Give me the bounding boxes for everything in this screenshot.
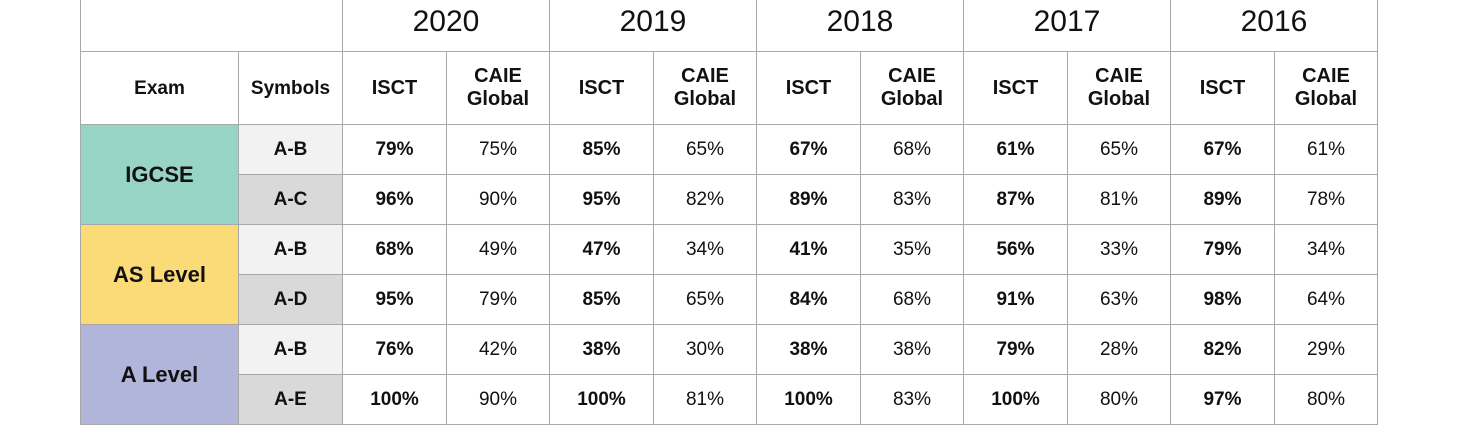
caie-value-cell: 29%	[1274, 324, 1378, 375]
year-header-2016: 2016	[1170, 0, 1378, 52]
exam-cell-igcse: IGCSE	[80, 124, 239, 225]
isct-header-2020: ISCT	[342, 51, 447, 125]
isct-value-cell: 89%	[756, 174, 861, 225]
caie-value-cell: 34%	[653, 224, 757, 275]
caie-value-cell: 61%	[1274, 124, 1378, 175]
caie-value-cell: 34%	[1274, 224, 1378, 275]
table-row: A Level A-B 76% 42% 38% 30% 38% 38% 79% 28% 82% 29%	[80, 324, 1378, 425]
isct-value-cell: 96%	[342, 174, 447, 225]
isct-header-2016: ISCT	[1170, 51, 1275, 125]
exam-column-header: Exam	[80, 51, 239, 125]
symbol-cell: A-D	[238, 274, 343, 325]
symbol-cell: A-B	[238, 124, 343, 175]
caie-value-cell: 68%	[860, 124, 964, 175]
isct-header-2017: ISCT	[963, 51, 1068, 125]
caie-header-line1: CAIE	[681, 65, 729, 87]
caie-value-cell: 28%	[1067, 324, 1171, 375]
caie-global-header-2017: CAIE Global	[1067, 51, 1171, 125]
caie-header-line2: Global	[1087, 88, 1151, 110]
caie-header-line1: CAIE	[474, 65, 522, 87]
caie-global-header-2019: CAIE Global	[653, 51, 757, 125]
caie-global-header-2018: CAIE Global	[860, 51, 964, 125]
sub-header-row: Exam Symbols ISCT CAIE Global ISCT CAIE Globa…	[80, 51, 1378, 125]
isct-value-cell: 41%	[756, 224, 861, 275]
caie-header-line1: CAIE	[888, 65, 936, 87]
isct-header-2018: ISCT	[756, 51, 861, 125]
caie-value-cell: 65%	[1067, 124, 1171, 175]
isct-value-cell: 79%	[342, 124, 447, 175]
year-header-2017: 2017	[963, 0, 1171, 52]
table-row: AS Level A-B 68% 49% 47% 34% 41% 35% 56% 33% 79% 34…	[80, 224, 1378, 325]
caie-value-cell: 33%	[1067, 224, 1171, 275]
isct-value-cell: 79%	[963, 324, 1068, 375]
isct-value-cell: 84%	[756, 274, 861, 325]
caie-value-cell: 75%	[446, 124, 550, 175]
table-row: A-D 95% 79% 85% 65% 84% 68% 91% 63% 98% 64%	[81, 274, 1378, 325]
symbol-cell: A-B	[238, 224, 343, 275]
caie-value-cell: 82%	[653, 174, 757, 225]
year-header-row: 2020 2019 2018 2017 2016	[80, 0, 1378, 52]
isct-value-cell: 76%	[342, 324, 447, 375]
caie-value-cell: 81%	[1067, 174, 1171, 225]
exam-cell-a-level: A Level	[80, 324, 239, 425]
table-body: IGCSE A-B 79% 75% 85% 65% 67% 68% 61% 65% 67% 61% A-…	[80, 124, 1378, 425]
isct-value-cell: 95%	[342, 274, 447, 325]
caie-value-cell: 78%	[1274, 174, 1378, 225]
caie-value-cell: 65%	[653, 124, 757, 175]
caie-value-cell: 35%	[860, 224, 964, 275]
caie-value-cell: 42%	[446, 324, 550, 375]
isct-value-cell: 82%	[1170, 324, 1275, 375]
isct-value-cell: 61%	[963, 124, 1068, 175]
caie-global-header-2020: CAIE Global	[446, 51, 550, 125]
exam-cell-as-level: AS Level	[80, 224, 239, 325]
symbol-cell: A-C	[238, 174, 343, 225]
isct-value-cell: 87%	[963, 174, 1068, 225]
isct-value-cell: 95%	[549, 174, 654, 225]
isct-value-cell: 89%	[1170, 174, 1275, 225]
isct-value-cell: 56%	[963, 224, 1068, 275]
isct-value-cell: 67%	[756, 124, 861, 175]
table-row: IGCSE A-B 79% 75% 85% 65% 67% 68% 61% 65% 67% 61%	[80, 124, 1378, 225]
isct-value-cell: 79%	[1170, 224, 1275, 275]
year-header-2018: 2018	[756, 0, 964, 52]
caie-header-line2: Global	[673, 88, 737, 110]
symbol-cell: A-B	[238, 324, 343, 375]
caie-value-cell: 65%	[653, 274, 757, 325]
caie-value-cell: 49%	[446, 224, 550, 275]
table-row: A-C 96% 90% 95% 82% 89% 83% 87% 81% 89% 78%	[81, 174, 1378, 225]
symbols-column-header: Symbols	[238, 51, 343, 125]
caie-header-line2: Global	[1294, 88, 1358, 110]
caie-header-line1: CAIE	[1302, 65, 1350, 87]
caie-value-cell: 79%	[446, 274, 550, 325]
caie-value-cell: 30%	[653, 324, 757, 375]
caie-value-cell: 83%	[860, 174, 964, 225]
isct-value-cell: 85%	[549, 124, 654, 175]
isct-value-cell: 98%	[1170, 274, 1275, 325]
isct-value-cell: 47%	[549, 224, 654, 275]
isct-value-cell: 67%	[1170, 124, 1275, 175]
caie-header-line2: Global	[880, 88, 944, 110]
caie-value-cell: 64%	[1274, 274, 1378, 325]
caie-value-cell: 90%	[446, 174, 550, 225]
caie-header-line2: Global	[466, 88, 530, 110]
year-header-2019: 2019	[549, 0, 757, 52]
isct-header-2019: ISCT	[549, 51, 654, 125]
isct-value-cell: 68%	[342, 224, 447, 275]
caie-header-line1: CAIE	[1095, 65, 1143, 87]
year-header-2020: 2020	[342, 0, 550, 52]
caie-value-cell: 63%	[1067, 274, 1171, 325]
header-corner	[80, 0, 343, 52]
results-table: 2020 2019 2018 2017 2016 Exam Symbols IS…	[80, 0, 1378, 425]
isct-value-cell: 85%	[549, 274, 654, 325]
caie-value-cell: 38%	[860, 324, 964, 375]
isct-value-cell: 38%	[756, 324, 861, 375]
isct-value-cell: 38%	[549, 324, 654, 375]
caie-global-header-2016: CAIE Global	[1274, 51, 1378, 125]
isct-value-cell: 91%	[963, 274, 1068, 325]
caie-value-cell: 68%	[860, 274, 964, 325]
